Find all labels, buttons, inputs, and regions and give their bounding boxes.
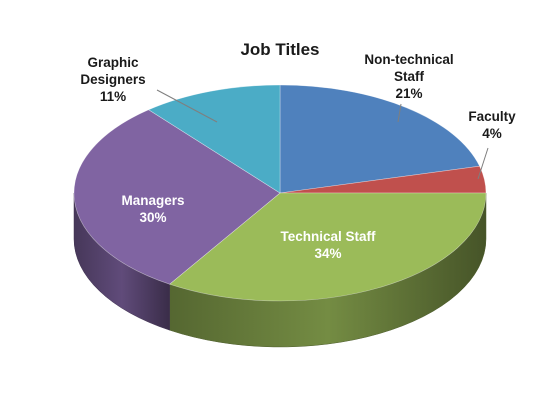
- slice-percent-managers: 30%: [139, 210, 166, 225]
- leader-line-non-technical-staff: [397, 103, 402, 123]
- slice-percent-technical-staff: 34%: [314, 246, 341, 261]
- slice-label-graphic-designers: Graphic: [87, 55, 139, 70]
- slice-percent-graphic-designers: 11%: [100, 89, 126, 104]
- slice-labels: Non-technical Staff 21% Faculty 4% Technical …: [80, 52, 516, 261]
- chart-title: Job Titles: [240, 40, 319, 59]
- slice-percent-non-technical-staff: 21%: [395, 86, 422, 101]
- slice-label-faculty: Faculty: [468, 109, 516, 124]
- slice-label-technical-staff: Technical Staff: [280, 229, 376, 244]
- slice-technical-staff: [169, 192, 487, 302]
- slice-graphic-designers: [148, 84, 281, 194]
- slice-percent-faculty: 4%: [482, 126, 502, 141]
- leader-line-faculty: [477, 147, 489, 180]
- slice-non-technical-staff: [279, 84, 480, 194]
- slice-label-graphic-designers: Designers: [80, 72, 145, 87]
- slice-label-non-technical-staff: Non-technical: [364, 52, 453, 67]
- pie-tops: [73, 84, 487, 302]
- leader-lines: [156, 89, 489, 180]
- slice-label-non-technical-staff: Staff: [394, 69, 425, 84]
- slice-managers: [73, 109, 281, 285]
- leader-line-graphic-designers: [156, 89, 218, 123]
- slice-label-managers: Managers: [121, 193, 184, 208]
